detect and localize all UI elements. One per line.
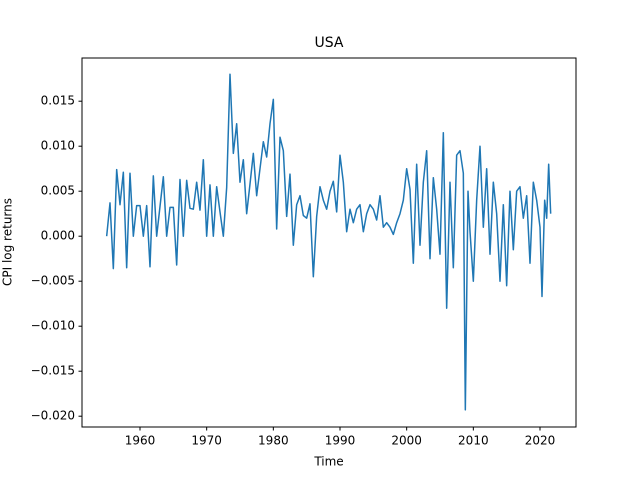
y-tick-label: −0.020 [31,409,75,423]
y-tick-label: −0.005 [31,274,75,288]
x-tick-label: 1990 [325,434,356,448]
chart-title: USA [315,35,344,51]
x-tick-label: 1980 [258,434,289,448]
y-tick-label: −0.015 [31,364,75,378]
data-line [105,73,552,411]
x-tick-label: 1960 [125,434,156,448]
x-tick-label: 1970 [191,434,222,448]
y-tick-label: 0.005 [41,184,75,198]
x-tick-label: 2010 [458,434,489,448]
axes-frame [81,57,577,428]
y-tick-label: 0.010 [41,139,75,153]
x-tick-label: 2020 [525,434,556,448]
x-axis-label: Time [313,455,343,469]
y-tick-label: 0.015 [41,94,75,108]
y-tick-label: −0.010 [31,319,75,333]
y-tick-label: 0.000 [41,229,75,243]
y-axis-label: CPI log returns [1,198,15,286]
x-tick-label: 2000 [391,434,422,448]
